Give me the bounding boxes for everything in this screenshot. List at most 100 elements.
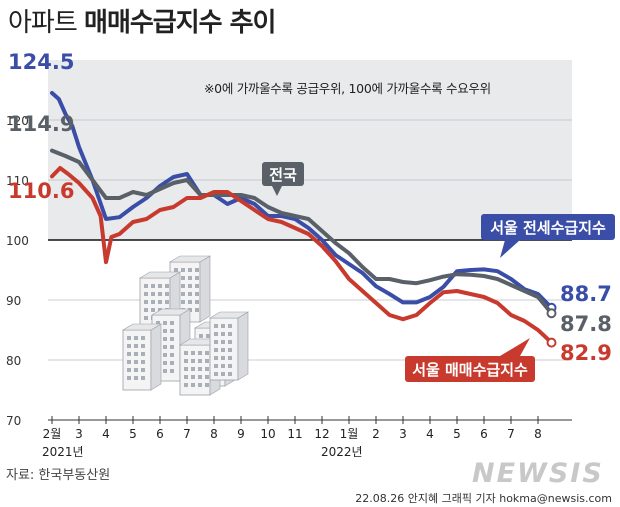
y-tick-label: 70: [6, 414, 21, 428]
x-tick-label: 8: [210, 427, 218, 441]
x-tick-label: 2월: [43, 427, 62, 441]
red-series-callout: 서울 매매수급지수: [405, 338, 535, 382]
building-window: [198, 367, 202, 371]
y-tick-label: 110: [6, 174, 29, 188]
building-icon: [121, 323, 163, 391]
building-window: [191, 375, 195, 379]
building-window: [195, 276, 199, 280]
building-window: [214, 332, 218, 336]
building-window: [188, 268, 192, 272]
building-window: [141, 344, 145, 348]
building-window: [228, 332, 232, 336]
building-window: [205, 351, 209, 355]
building-window: [127, 344, 131, 348]
end-value-label: 87.8: [560, 312, 612, 336]
building-window: [205, 375, 209, 379]
building-window: [127, 376, 131, 380]
building-window: [127, 360, 131, 364]
building-side: [150, 323, 162, 391]
building-window: [158, 292, 162, 296]
start-value-label: 110.6: [8, 179, 74, 203]
building-window: [228, 340, 232, 344]
x-tick-label: 4: [102, 427, 110, 441]
title-normal: 아파트: [8, 8, 78, 38]
building-window: [144, 308, 148, 312]
building-window: [195, 300, 199, 304]
start-value-label: 114.9: [8, 112, 74, 136]
start-value-label: 124.5: [8, 50, 74, 74]
building-window: [206, 334, 210, 338]
building-window: [228, 356, 232, 360]
building-window: [134, 360, 138, 364]
building-window: [170, 369, 174, 373]
band-above-100: [48, 60, 572, 240]
building-window: [151, 308, 155, 312]
building-window: [199, 334, 203, 338]
blue-series-callout-text: 서울 전세수급지수: [490, 219, 606, 237]
red-series-callout-text: 서울 매매수급지수: [412, 361, 528, 379]
building-window: [127, 368, 131, 372]
building-window: [163, 337, 167, 341]
building-window: [188, 284, 192, 288]
building-window: [141, 360, 145, 364]
building-window: [163, 345, 167, 349]
x-tick-label: 6: [480, 427, 488, 441]
building-window: [181, 284, 185, 288]
building-window: [127, 352, 131, 356]
x-tick-label: 8: [534, 427, 542, 441]
y-tick-label: 120: [6, 114, 29, 128]
building-window: [214, 324, 218, 328]
building-window: [141, 352, 145, 356]
gray-series-callout-box: [262, 162, 304, 186]
building-window: [221, 364, 225, 368]
chart-note: ※0에 가까울수록 공급우위, 100에 가까울수록 수요우위: [204, 81, 491, 96]
x-tick-label: 9: [237, 427, 245, 441]
y-tick-label: 80: [6, 354, 21, 368]
x-tick-label: 6: [156, 427, 164, 441]
building-window: [141, 376, 145, 380]
buildings-illustration: [121, 255, 250, 396]
building-window: [221, 348, 225, 352]
building-window: [191, 367, 195, 371]
building-window: [141, 336, 145, 340]
series-end-marker-1: [546, 308, 557, 319]
building-window: [195, 268, 199, 272]
building-window: [198, 351, 202, 355]
building-window: [144, 284, 148, 288]
building-window: [134, 368, 138, 372]
x-tick-label: 3: [399, 427, 407, 441]
building-window: [228, 364, 232, 368]
x-tick-label: 2: [372, 427, 380, 441]
building-window: [228, 348, 232, 352]
building-window: [195, 292, 199, 296]
year-label-2022: 2022년: [321, 445, 363, 459]
x-tick-label: 5: [453, 427, 461, 441]
source-label: 자료: 한국부동산원: [6, 468, 111, 483]
building-window: [158, 284, 162, 288]
x-tick-label: 3: [75, 427, 83, 441]
building-window: [228, 324, 232, 328]
building-window: [205, 367, 209, 371]
building-window: [134, 352, 138, 356]
building-roof: [208, 311, 250, 319]
building-window: [188, 300, 192, 304]
series-line-0: [50, 91, 554, 310]
x-tick-label: 7: [507, 427, 515, 441]
blue-series-callout: 서울 전세수급지수: [481, 214, 615, 258]
building-window: [221, 356, 225, 360]
building-window: [205, 383, 209, 387]
building-window: [170, 353, 174, 357]
building-window: [151, 284, 155, 288]
gray-series-callout-text: 전국: [269, 166, 297, 184]
building-window: [170, 321, 174, 325]
building-window: [151, 292, 155, 296]
x-tick-label: 1월: [340, 427, 359, 441]
y-axis-ticks: 70 80 90 100 110 120: [6, 114, 29, 428]
building-window: [195, 284, 199, 288]
building-window: [163, 353, 167, 357]
building-window: [170, 337, 174, 341]
building-window: [174, 268, 178, 272]
building-window: [214, 372, 218, 376]
building-window: [221, 324, 225, 328]
